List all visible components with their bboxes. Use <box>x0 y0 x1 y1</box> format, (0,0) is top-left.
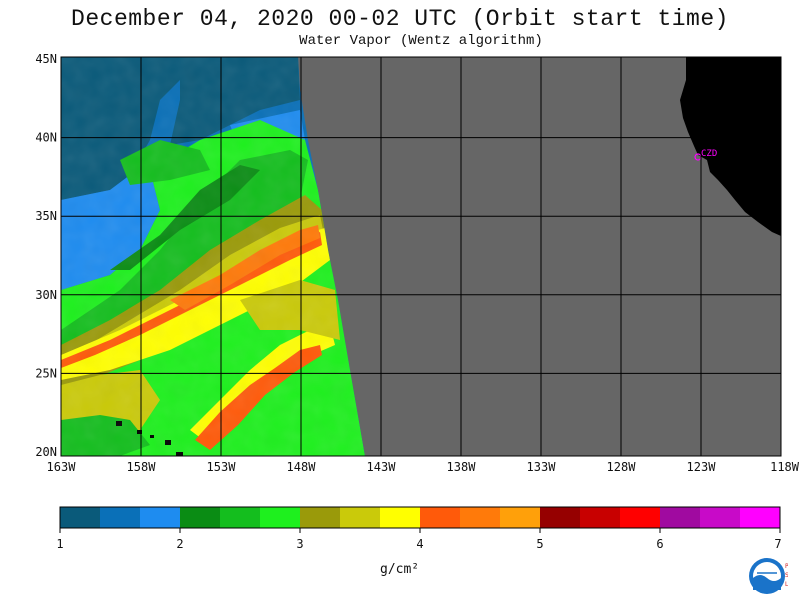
svg-text:S: S <box>785 572 788 579</box>
color-bar-swatch <box>420 507 461 528</box>
latitude-label: 30N <box>35 288 57 302</box>
longitude-label: 143W <box>367 460 397 474</box>
map-title: December 04, 2020 00-02 UTC (Orbit start… <box>71 6 729 32</box>
color-bar-swatch <box>540 507 581 528</box>
color-bar-tick-label: 1 <box>56 537 63 551</box>
longitude-label: 158W <box>127 460 157 474</box>
latitude-labels: 45N 40N 35N 30N 25N 20N <box>35 52 57 459</box>
color-bar <box>59 506 781 529</box>
color-bar-swatch <box>180 507 221 528</box>
noaa-logo-icon: P S L <box>749 558 788 594</box>
land-area <box>680 57 781 236</box>
color-bar-swatch <box>340 507 381 528</box>
map-panel: CZD <box>61 57 781 456</box>
longitude-label: 123W <box>687 460 717 474</box>
map-frame <box>60 56 782 457</box>
longitude-label: 138W <box>447 460 477 474</box>
color-bar-swatch <box>620 507 661 528</box>
color-bar-swatch <box>660 507 701 528</box>
longitude-label: 133W <box>527 460 557 474</box>
color-bar-tick-label: 2 <box>176 537 183 551</box>
svg-text:L: L <box>785 581 788 588</box>
latitude-label: 40N <box>35 131 57 145</box>
water-vapor-swath <box>61 57 365 456</box>
longitude-label: 128W <box>607 460 637 474</box>
color-bar-swatch <box>220 507 261 528</box>
latitude-label: 35N <box>35 209 57 223</box>
latitude-label: 25N <box>35 366 57 380</box>
color-bar-swatch <box>260 507 301 528</box>
color-bar-swatch <box>300 507 341 528</box>
color-bar-tick-label: 6 <box>656 537 663 551</box>
station-label: CZD <box>701 149 717 159</box>
longitude-label: 163W <box>47 460 77 474</box>
color-bar-tick-label: 4 <box>416 537 423 551</box>
color-bar-swatch <box>580 507 621 528</box>
color-bar-unit: g/cm² <box>380 562 420 577</box>
color-bar-swatch <box>380 507 421 528</box>
svg-text:P: P <box>785 563 788 570</box>
color-bar-tick-label: 7 <box>774 537 781 551</box>
longitude-label: 148W <box>287 460 317 474</box>
color-bar-swatch <box>700 507 741 528</box>
map-subtitle: Water Vapor (Wentz algorithm) <box>299 33 543 49</box>
color-bar-swatch <box>140 507 181 528</box>
color-bar-ticks: 1 2 3 4 5 6 7 <box>56 528 782 551</box>
longitude-labels: 163W 158W 153W 148W 143W 138W 133W 128W 123W 118W <box>47 460 800 474</box>
latitude-label: 45N <box>35 52 57 66</box>
latitude-label: 20N <box>35 445 57 459</box>
color-bar-tick-label: 3 <box>296 537 303 551</box>
noaa-logo: P S L <box>748 556 788 596</box>
longitude-label: 118W <box>770 460 800 474</box>
color-bar-swatch <box>100 507 141 528</box>
color-bar-swatch <box>500 507 541 528</box>
color-bar-swatch <box>740 507 781 528</box>
color-bar-swatch <box>60 507 101 528</box>
graticule <box>61 57 781 456</box>
longitude-label: 153W <box>207 460 237 474</box>
color-bar-tick-label: 5 <box>536 537 543 551</box>
color-bar-swatch <box>460 507 501 528</box>
